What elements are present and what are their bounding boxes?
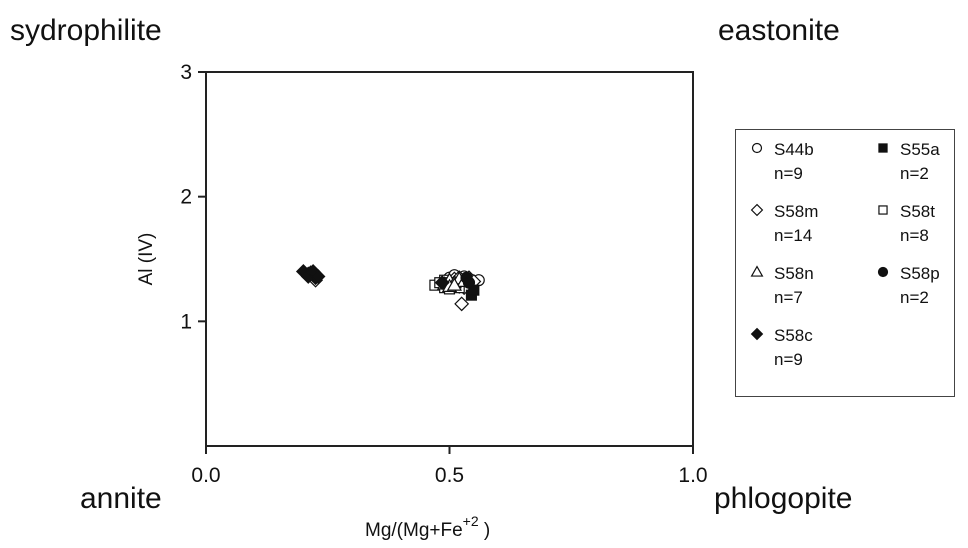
legend-series-count: n=7	[774, 288, 803, 307]
legend-series-name: S44b	[774, 140, 814, 159]
plot-frame	[205, 71, 694, 447]
legend-series-name: S58p	[900, 264, 940, 283]
x-axis-title-suffix: )	[479, 520, 491, 541]
legend-series-count: n=2	[900, 164, 929, 183]
legend-marker-square-filled	[878, 143, 888, 153]
legend-marker-diamond-open	[750, 203, 764, 217]
legend-series-name: S58m	[774, 202, 819, 221]
x-axis-title: Mg/(Mg+Fe+2 )	[365, 513, 490, 541]
data-point-s58m	[454, 296, 470, 312]
legend-marker-diamond-filled	[750, 327, 764, 341]
corner-label-annite: annite	[80, 482, 162, 515]
corner-label-phlogopite: phlogopite	[714, 482, 853, 515]
legend-series-count: n=9	[774, 164, 803, 183]
y-axis: 1 2 3	[180, 61, 206, 333]
corner-label-eastonite: eastonite	[718, 14, 840, 47]
x-tick-label: 1.0	[678, 464, 707, 487]
corner-label-sydrophilite: sydrophilite	[10, 14, 162, 47]
legend-series-name: S58c	[774, 326, 813, 345]
legend-marker-circle-filled	[877, 266, 889, 278]
legend: S44b n=9 S55a n=2 S58m n=14 S58t n=8 S58n n=7 S58p…	[735, 129, 955, 397]
legend-series-name: S58n	[774, 264, 814, 283]
legend-series-name: S58t	[900, 202, 935, 221]
legend-marker-triangle-open	[750, 265, 764, 277]
legend-series-count: n=8	[900, 226, 929, 245]
data-point-s58c	[434, 275, 450, 291]
series-s58c	[295, 264, 450, 291]
x-tick-label: 0.0	[191, 464, 220, 487]
legend-marker-circle-open	[751, 142, 763, 154]
y-tick-label: 3	[180, 61, 192, 84]
legend-series-count: n=9	[774, 350, 803, 369]
legend-marker-square-open	[878, 205, 888, 215]
legend-series-name: S55a	[900, 140, 940, 159]
x-tick-label: 0.5	[435, 464, 464, 487]
legend-series-count: n=2	[900, 288, 929, 307]
data-point-s58c	[310, 269, 326, 284]
series-s58p	[460, 271, 476, 289]
y-tick-label: 2	[180, 186, 192, 209]
data-point-s58p	[462, 276, 476, 289]
y-tick-label: 1	[180, 310, 192, 333]
data-points	[295, 264, 485, 312]
data-point-s58n	[446, 277, 463, 291]
x-axis: 0.0 0.5 1.0	[191, 446, 708, 487]
x-axis-title-superscript: +2	[463, 513, 479, 529]
x-axis-title-main: Mg/(Mg+Fe	[365, 520, 463, 541]
legend-series-count: n=14	[774, 226, 813, 245]
y-axis-title: Al (IV)	[136, 233, 157, 286]
